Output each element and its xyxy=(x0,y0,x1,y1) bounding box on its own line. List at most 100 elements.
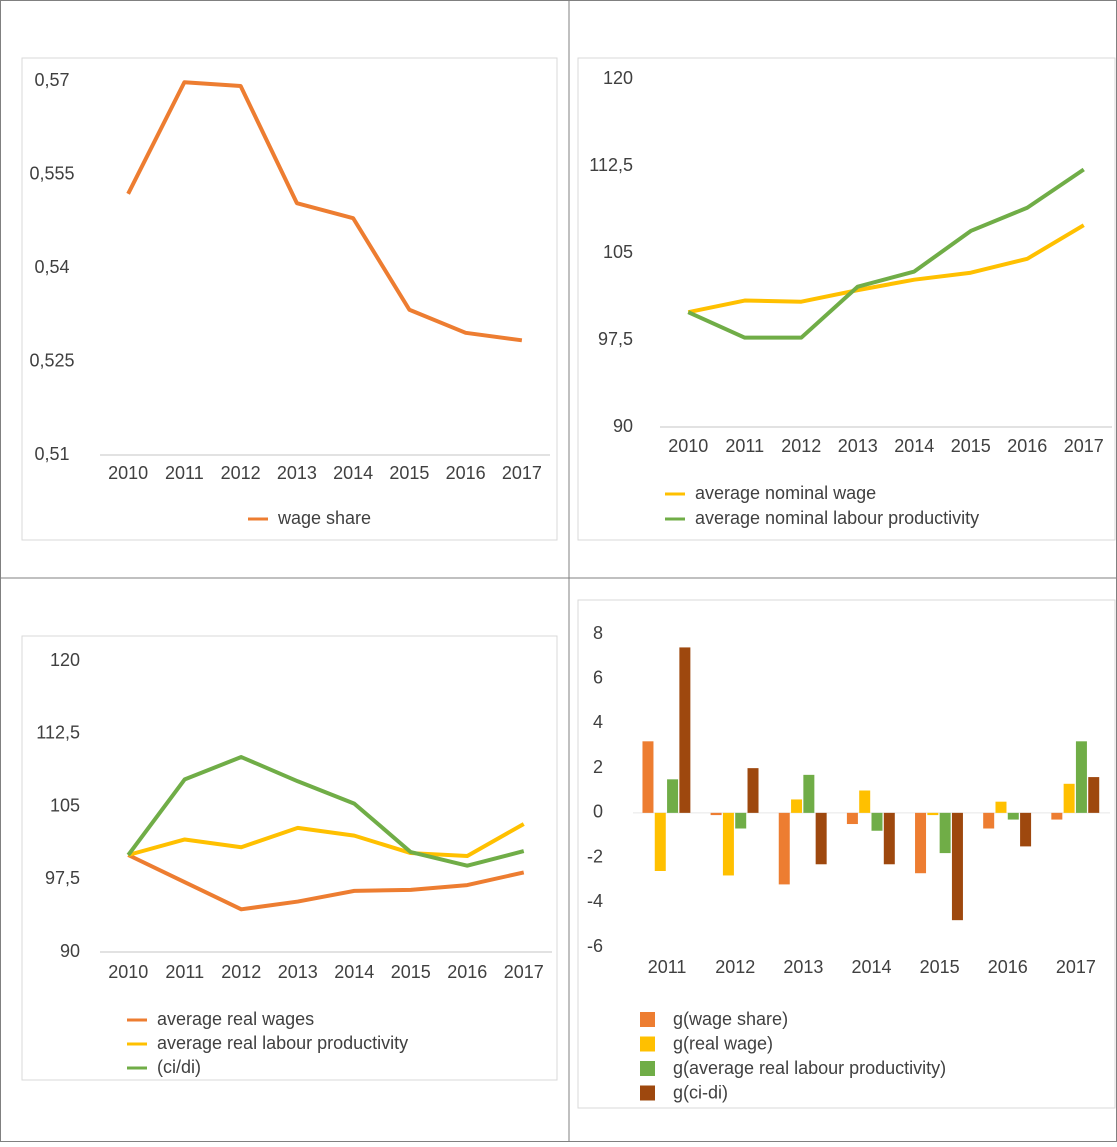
y-tick-label: 2 xyxy=(593,757,603,777)
bar xyxy=(735,812,747,829)
bar xyxy=(1075,741,1087,813)
legend-label: (ci/di) xyxy=(157,1057,201,1077)
chart-area xyxy=(21,57,558,541)
legend-label: g(real wage) xyxy=(673,1033,773,1053)
y-tick-label: 105 xyxy=(603,242,633,262)
y-tick-label: 90 xyxy=(60,941,80,961)
bar xyxy=(846,812,858,825)
bar xyxy=(1020,812,1032,847)
legend-label: average real labour productivity xyxy=(157,1033,408,1053)
line-series xyxy=(687,167,1085,340)
legend-label: average nominal labour productivity xyxy=(695,508,979,528)
x-tick-label: 2013 xyxy=(278,962,318,982)
x-tick-label: 2014 xyxy=(333,463,373,483)
bar xyxy=(951,812,963,921)
bar xyxy=(995,801,1007,813)
x-tick-label: 2016 xyxy=(1007,436,1047,456)
legend-marker xyxy=(640,1036,655,1052)
x-tick-label: 2013 xyxy=(783,957,823,977)
y-tick-label: 97,5 xyxy=(45,868,80,888)
legend-label: g(wage share) xyxy=(673,1009,788,1029)
y-tick-label: 0 xyxy=(593,802,603,822)
bar xyxy=(1063,783,1075,813)
x-tick-label: 2012 xyxy=(221,962,261,982)
y-tick-label: -6 xyxy=(587,936,603,956)
x-tick-label: 2010 xyxy=(668,436,708,456)
bar xyxy=(710,812,722,816)
x-tick-label: 2017 xyxy=(1064,436,1104,456)
x-tick-label: 2013 xyxy=(277,463,317,483)
x-tick-label: 2011 xyxy=(648,957,687,977)
x-tick-label: 2014 xyxy=(334,962,374,982)
x-tick-label: 2013 xyxy=(838,436,878,456)
x-tick-label: 2012 xyxy=(715,957,755,977)
bar xyxy=(1007,812,1019,820)
y-tick-label: 4 xyxy=(593,712,603,732)
y-tick-label: 97,5 xyxy=(598,329,633,349)
bar xyxy=(983,812,995,829)
x-tick-label: 2011 xyxy=(165,463,204,483)
x-tick-label: 2017 xyxy=(1056,957,1096,977)
x-tick-label: 2017 xyxy=(504,962,544,982)
bar xyxy=(883,812,895,865)
y-tick-label: -4 xyxy=(587,891,603,911)
bar xyxy=(778,812,790,885)
chart-area xyxy=(21,635,558,1081)
y-tick-label: 0,525 xyxy=(29,350,74,370)
legend-marker xyxy=(640,1061,655,1076)
legend-label: g(average real labour productivity) xyxy=(673,1058,946,1078)
y-tick-label: 0,57 xyxy=(34,70,69,90)
bar xyxy=(815,812,827,865)
y-tick-label: 8 xyxy=(593,623,603,643)
y-tick-label: 0,555 xyxy=(29,163,74,183)
x-tick-label: 2016 xyxy=(988,957,1028,977)
bar xyxy=(747,768,759,813)
x-tick-label: 2016 xyxy=(447,962,487,982)
x-tick-label: 2010 xyxy=(108,463,148,483)
x-tick-label: 2015 xyxy=(389,463,429,483)
bar xyxy=(1051,812,1063,820)
y-tick-label: 90 xyxy=(613,416,633,436)
line-series xyxy=(126,755,525,868)
bar xyxy=(722,812,734,876)
bar xyxy=(642,741,654,813)
x-tick-label: 2011 xyxy=(725,436,764,456)
y-tick-label: -2 xyxy=(587,846,603,866)
x-tick-label: 2017 xyxy=(502,463,542,483)
bar xyxy=(803,774,815,813)
x-tick-label: 2010 xyxy=(108,962,148,982)
x-tick-label: 2014 xyxy=(894,436,934,456)
x-tick-label: 2011 xyxy=(165,962,204,982)
chart-area xyxy=(577,599,1116,1109)
line-series xyxy=(126,80,523,343)
bar xyxy=(1088,777,1100,813)
bar xyxy=(871,812,883,831)
x-tick-label: 2015 xyxy=(920,957,960,977)
line-series xyxy=(127,853,525,912)
x-tick-label: 2012 xyxy=(221,463,261,483)
x-tick-label: 2012 xyxy=(781,436,821,456)
bar xyxy=(859,790,871,813)
y-tick-label: 6 xyxy=(593,667,603,687)
legend-label: g(ci-di) xyxy=(673,1082,728,1102)
x-tick-label: 2016 xyxy=(446,463,486,483)
line-series xyxy=(127,822,525,858)
bar xyxy=(927,812,939,816)
y-tick-label: 112,5 xyxy=(36,723,80,743)
legend-label: wage share xyxy=(277,508,371,528)
legend-marker xyxy=(640,1012,655,1027)
bar xyxy=(791,799,803,813)
y-tick-label: 120 xyxy=(603,68,633,88)
x-tick-label: 2015 xyxy=(951,436,991,456)
x-tick-label: 2015 xyxy=(391,962,431,982)
y-tick-label: 0,54 xyxy=(34,257,69,277)
bar xyxy=(654,812,666,871)
y-tick-label: 0,51 xyxy=(34,444,69,464)
legend-label: average real wages xyxy=(157,1009,314,1029)
legend-marker xyxy=(640,1085,655,1101)
x-tick-label: 2014 xyxy=(851,957,891,977)
legend-label: average nominal wage xyxy=(695,483,876,503)
bar xyxy=(679,647,691,813)
bar xyxy=(667,779,679,813)
